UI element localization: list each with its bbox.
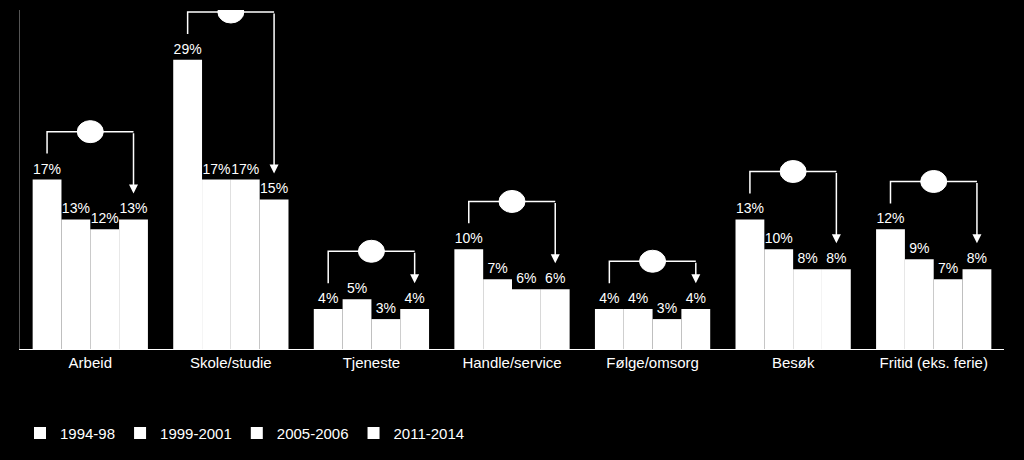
svg-text:10%: 10%: [455, 230, 483, 246]
svg-text:5%: 5%: [347, 280, 367, 296]
svg-text:6%: 6%: [516, 270, 536, 286]
svg-text:2011-2014: 2011-2014: [394, 425, 465, 442]
svg-text:Arbeid: Arbeid: [69, 354, 112, 371]
svg-text:15%: 15%: [260, 180, 288, 196]
svg-text:7%: 7%: [487, 260, 507, 276]
svg-text:Fritid (eks. ferie): Fritid (eks. ferie): [880, 354, 988, 371]
svg-text:7%: 7%: [938, 260, 958, 276]
svg-text:Tjeneste: Tjeneste: [343, 354, 401, 371]
svg-text:Følge/omsorg: Følge/omsorg: [606, 354, 699, 371]
svg-text:4%: 4%: [405, 290, 425, 306]
svg-text:8%: 8%: [797, 250, 817, 266]
svg-text:3%: 3%: [376, 300, 396, 316]
svg-text:Handle/service: Handle/service: [462, 354, 561, 371]
svg-text:4%: 4%: [628, 290, 648, 306]
svg-text:8%: 8%: [967, 250, 987, 266]
svg-text:2005-2006: 2005-2006: [277, 425, 349, 442]
svg-text:4%: 4%: [318, 290, 338, 306]
svg-text:4%: 4%: [686, 290, 706, 306]
svg-text:29%: 29%: [174, 41, 202, 57]
svg-text:17%: 17%: [202, 161, 230, 177]
svg-text:13%: 13%: [62, 200, 90, 216]
svg-text:12%: 12%: [876, 210, 904, 226]
svg-text:10%: 10%: [765, 230, 793, 246]
svg-text:Skole/studie: Skole/studie: [190, 354, 272, 371]
svg-text:17%: 17%: [33, 161, 61, 177]
svg-text:1994-98: 1994-98: [60, 425, 115, 442]
svg-text:8%: 8%: [826, 250, 846, 266]
svg-text:17%: 17%: [231, 161, 259, 177]
svg-text:3%: 3%: [657, 300, 677, 316]
svg-text:13%: 13%: [736, 200, 764, 216]
svg-text:9%: 9%: [909, 240, 929, 256]
svg-text:Besøk: Besøk: [772, 354, 815, 371]
svg-text:12%: 12%: [91, 210, 119, 226]
svg-text:4%: 4%: [599, 290, 619, 306]
svg-text:13%: 13%: [119, 200, 147, 216]
svg-text:6%: 6%: [545, 270, 565, 286]
svg-text:1999-2001: 1999-2001: [160, 425, 232, 442]
